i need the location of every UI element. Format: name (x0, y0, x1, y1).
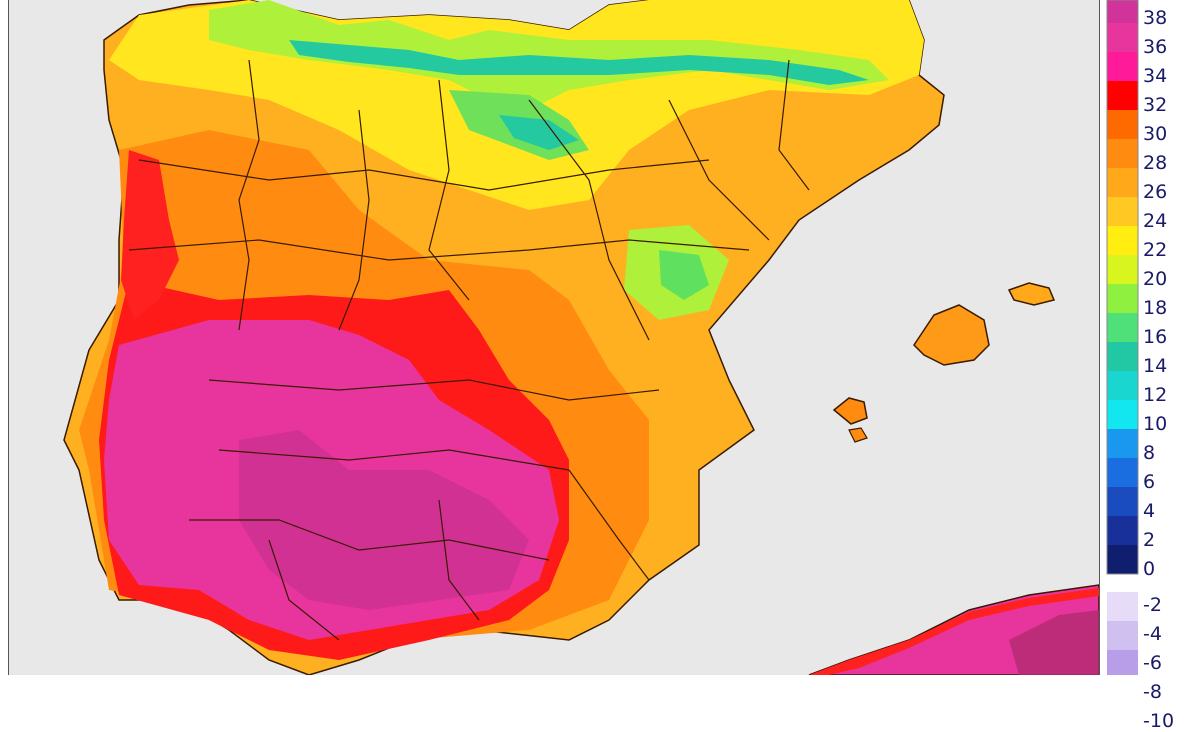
legend-label: 18 (1143, 297, 1168, 319)
map-panel (8, 0, 1100, 675)
legend-swatch-28 (1107, 139, 1138, 168)
legend-swatch-20 (1107, 255, 1138, 284)
legend-label: 16 (1143, 326, 1168, 348)
legend-swatch-24 (1107, 197, 1138, 226)
legend-color-bar (1106, 0, 1139, 675)
zone-16-north (289, 40, 869, 85)
legend-label: 22 (1143, 239, 1168, 261)
legend-swatch-18 (1107, 284, 1138, 313)
legend-label: 34 (1143, 65, 1168, 87)
legend-swatch-minus6 (1107, 650, 1138, 675)
legend-label: 6 (1143, 471, 1156, 493)
province-borders (128, 59, 810, 641)
legend-label: 32 (1143, 94, 1168, 116)
legend-swatch-30 (1107, 110, 1138, 139)
legend-swatch-38 (1107, 0, 1138, 23)
legend-label: 30 (1143, 123, 1168, 145)
legend-swatch-16 (1107, 313, 1138, 342)
legend-label: -4 (1143, 623, 1162, 645)
zone-16-iberian-system (499, 115, 579, 150)
zone-20 (209, 0, 889, 110)
legend-swatch-minus4 (1107, 621, 1138, 650)
legend-swatch-6 (1107, 458, 1138, 487)
legend-label: 26 (1143, 181, 1168, 203)
legend-swatch-8 (1107, 429, 1138, 458)
legend-label: 10 (1143, 413, 1168, 435)
legend-label: 4 (1143, 500, 1156, 522)
island-formentera (848, 427, 868, 443)
legend-label: 24 (1143, 210, 1168, 232)
zone-32-west (121, 150, 179, 320)
legend-label: 28 (1143, 152, 1168, 174)
legend-swatch-0 (1107, 545, 1138, 574)
legend-swatch-34 (1107, 52, 1138, 81)
legend-label: -2 (1143, 594, 1162, 616)
legend-label: 20 (1143, 268, 1168, 290)
legend-label: -8 (1143, 681, 1162, 703)
legend-label: 14 (1143, 355, 1168, 377)
temperature-map-figure: 38 36 34 32 30 28 26 24 22 20 18 16 14 12 10 8 6 4 2 0 -2 -4-… (8, 0, 1200, 731)
legend-label: 36 (1143, 36, 1168, 58)
legend-swatch-minus2 (1107, 592, 1138, 621)
legend-swatch-22 (1107, 226, 1138, 255)
zone-38 (239, 430, 529, 610)
legend-swatch-2 (1107, 516, 1138, 545)
legend-swatch-14 (1107, 342, 1138, 371)
island-mallorca (913, 304, 990, 366)
legend-swatch-4 (1107, 487, 1138, 516)
legend-label: 2 (1143, 529, 1156, 551)
legend-label: 0 (1143, 558, 1156, 580)
temperature-legend (1102, 0, 1200, 675)
north-africa-hot-core (1009, 610, 1099, 675)
legend-label: 12 (1143, 384, 1168, 406)
legend-label: -6 (1143, 652, 1162, 674)
legend-label: -10 (1143, 710, 1175, 732)
legend-swatch-26 (1107, 168, 1138, 197)
island-ibiza (832, 397, 868, 425)
legend-swatch-12 (1107, 371, 1138, 400)
legend-label: 8 (1143, 442, 1156, 464)
legend-outline (1106, 0, 1139, 575)
island-menorca (1007, 282, 1056, 306)
iberia-temperature-map (63, 0, 1099, 675)
legend-swatch-36 (1107, 23, 1138, 52)
north-africa-coast-red (809, 588, 1099, 675)
legend-swatch-10 (1107, 400, 1138, 429)
legend-label: 38 (1143, 7, 1168, 29)
zone-18-east (659, 250, 709, 300)
legend-swatch-32 (1107, 81, 1138, 110)
